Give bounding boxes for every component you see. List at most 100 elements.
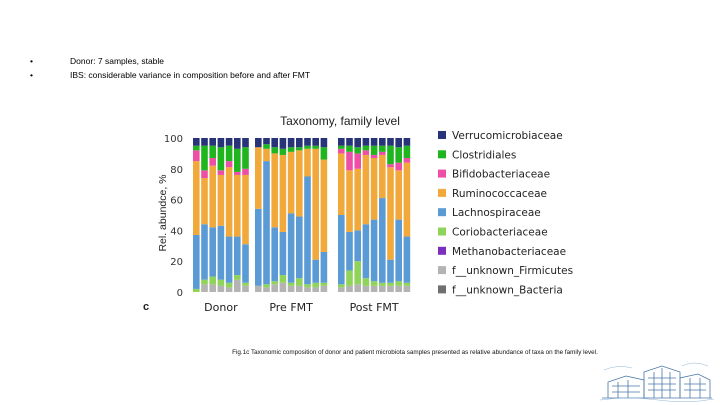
bar-segment bbox=[304, 176, 311, 285]
bar-segment bbox=[370, 219, 378, 282]
bar-segment bbox=[304, 145, 311, 149]
bar-segment bbox=[193, 235, 200, 289]
bar-segment bbox=[242, 244, 249, 283]
bar-segment bbox=[387, 138, 394, 146]
bar-segment bbox=[312, 145, 319, 149]
bar-segment bbox=[234, 279, 241, 292]
legend-swatch bbox=[438, 188, 446, 197]
bar-segment bbox=[209, 165, 216, 228]
bar-segment bbox=[234, 275, 241, 280]
group-label: Pre FMT bbox=[269, 301, 313, 314]
bar-segment bbox=[287, 151, 295, 214]
bar-segment bbox=[242, 147, 249, 169]
bar-segment bbox=[395, 285, 402, 292]
bar-segment bbox=[346, 151, 353, 171]
legend-swatch bbox=[438, 150, 446, 159]
bar-segment bbox=[234, 171, 241, 175]
bar-segment bbox=[279, 148, 287, 155]
bar-segment bbox=[387, 259, 394, 283]
y-tick-label: 60 bbox=[170, 196, 183, 207]
bar-segment bbox=[354, 284, 361, 292]
legend-label: f__unknown_Bacteria bbox=[452, 284, 563, 296]
bar-segment bbox=[320, 282, 328, 286]
legend-label: f__unknown_Firmicutes bbox=[452, 265, 573, 277]
bar-segment bbox=[387, 167, 394, 260]
bar-segment bbox=[255, 208, 262, 286]
bar-segment bbox=[403, 158, 411, 163]
bar-segment bbox=[217, 279, 225, 286]
bar-segment bbox=[312, 287, 319, 292]
bar-segment bbox=[217, 225, 225, 280]
bar-segment bbox=[346, 170, 353, 232]
bar-segment bbox=[387, 285, 394, 292]
bullet-marker: • bbox=[30, 70, 33, 80]
bar-segment bbox=[193, 138, 200, 146]
bar-segment bbox=[379, 151, 386, 155]
legend-swatch bbox=[438, 169, 446, 178]
bullet-text: IBS: considerable variance in compositio… bbox=[70, 70, 311, 80]
bar-segment bbox=[395, 147, 402, 163]
bar-segment bbox=[242, 168, 249, 175]
bar-segment bbox=[242, 285, 249, 292]
bar-segment bbox=[362, 285, 370, 292]
bar-segment bbox=[225, 282, 233, 288]
bar-segment bbox=[209, 145, 216, 159]
bar-segment bbox=[379, 198, 386, 283]
bar-segment bbox=[242, 174, 249, 245]
group-label: Post FMT bbox=[350, 301, 399, 314]
bar-segment bbox=[209, 158, 216, 166]
bar-segment bbox=[320, 147, 328, 160]
bar-segment bbox=[395, 162, 402, 171]
bar-segment bbox=[255, 285, 262, 292]
panel-letter: c bbox=[143, 301, 150, 313]
bar-segment bbox=[354, 168, 361, 231]
bar-segment bbox=[201, 145, 208, 171]
bar-segment bbox=[271, 281, 278, 285]
bar-segment bbox=[370, 281, 378, 286]
bar-segment bbox=[338, 284, 345, 288]
bar-segment bbox=[379, 285, 386, 292]
bar-segment bbox=[403, 162, 411, 237]
bar-segment bbox=[379, 154, 386, 199]
group-label: Donor bbox=[204, 301, 238, 314]
bar-segment bbox=[287, 213, 295, 283]
bar-segment bbox=[217, 285, 225, 292]
bar-segment bbox=[296, 138, 303, 148]
bar-segment bbox=[271, 227, 278, 282]
bar-segment bbox=[234, 148, 241, 172]
bar-segment bbox=[225, 161, 233, 168]
bar-segment bbox=[346, 138, 353, 146]
bar-segment bbox=[354, 230, 361, 262]
bar-segment bbox=[296, 216, 303, 279]
y-tick-label: 20 bbox=[170, 257, 183, 268]
bar-segment bbox=[209, 138, 216, 146]
bar-segment bbox=[346, 285, 353, 292]
bar-segment bbox=[395, 219, 402, 282]
bar-segment bbox=[287, 282, 295, 286]
bar-segment bbox=[304, 138, 311, 146]
bar-segment bbox=[279, 154, 287, 232]
bar-segment bbox=[379, 145, 386, 152]
bar-segment bbox=[403, 138, 411, 146]
bar-segment bbox=[354, 153, 361, 169]
bar-segment bbox=[387, 164, 394, 168]
bar-segment bbox=[234, 236, 241, 276]
bar-segment bbox=[395, 170, 402, 220]
bar-segment bbox=[379, 138, 386, 146]
bar-segment bbox=[362, 150, 370, 155]
bar-segment bbox=[338, 153, 345, 215]
bar-segment bbox=[234, 138, 241, 149]
bar-segment bbox=[263, 144, 270, 149]
legend-swatch bbox=[438, 227, 446, 236]
legend-swatch bbox=[438, 266, 446, 275]
bar-segment bbox=[403, 282, 411, 286]
bar-segment bbox=[287, 138, 295, 148]
bar-segment bbox=[338, 138, 345, 146]
bullet-text: Donor: 7 samples, stable bbox=[70, 56, 165, 66]
bar-segment bbox=[201, 224, 208, 280]
y-tick-label: 40 bbox=[170, 226, 183, 237]
bar-segment bbox=[234, 174, 241, 237]
bar-segment bbox=[362, 278, 370, 286]
bar-segment bbox=[217, 147, 225, 171]
figure-caption: Fig.1c Taxonomic composition of donor an… bbox=[232, 349, 598, 356]
